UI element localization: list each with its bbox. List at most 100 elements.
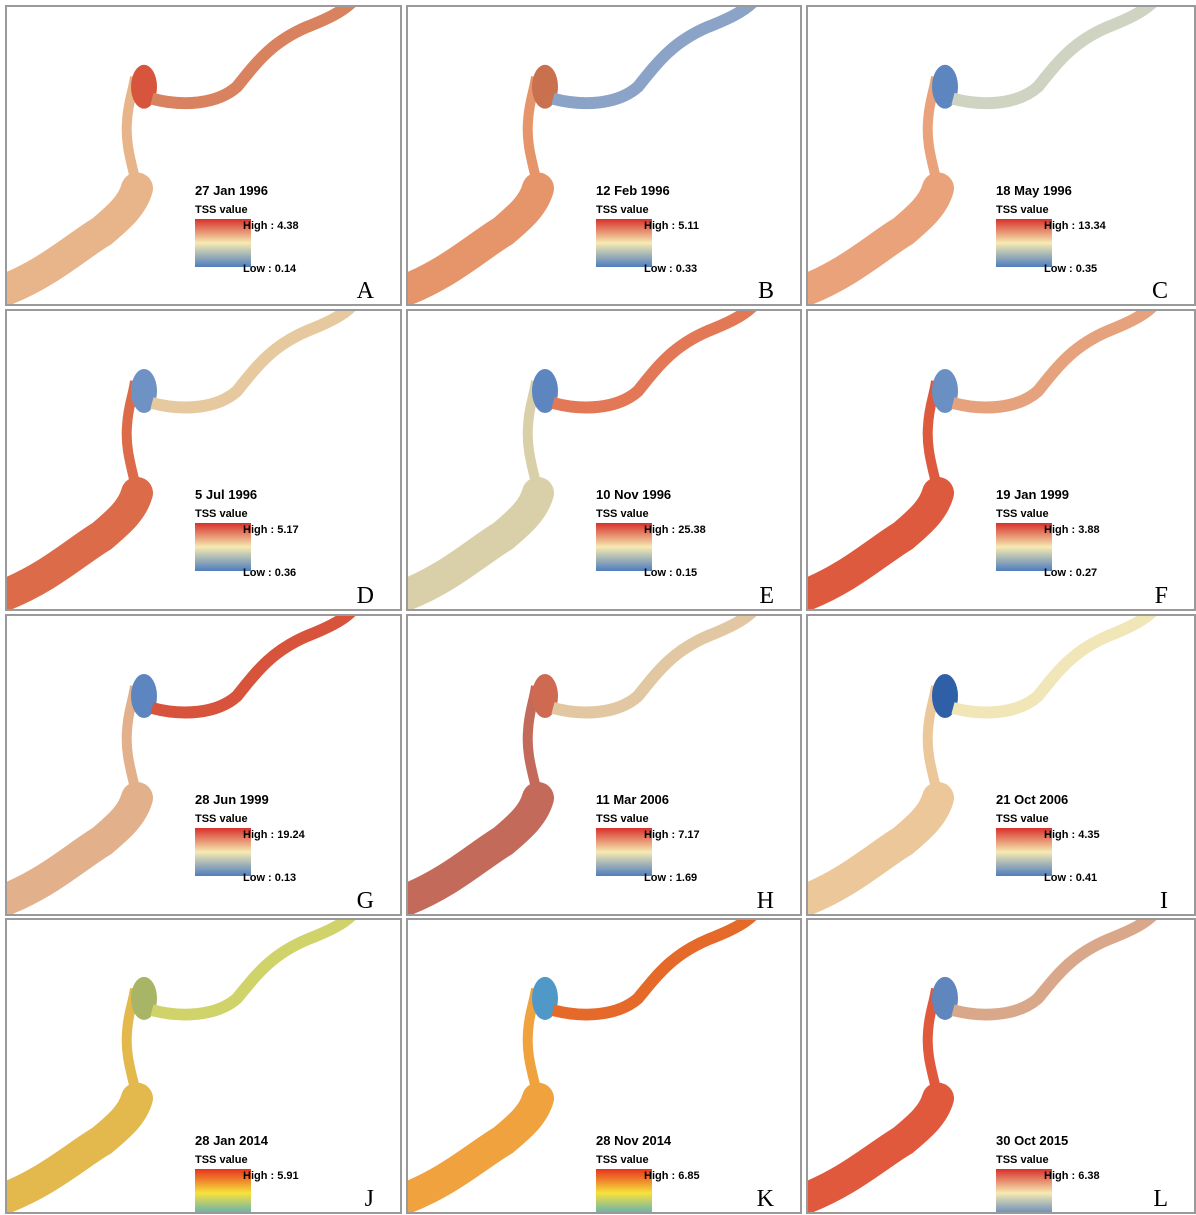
map-panel: 5 Jul 1996 TSS value High : 5.17 Low : 0.36… [5, 309, 402, 611]
legend-high: High : 19.24 [243, 829, 306, 841]
date-label: 21 Oct 2006 [996, 792, 1068, 807]
map-panel: 19 Jan 1999 TSS value High : 3.88 Low : 0.2… [806, 309, 1196, 611]
river-lower [408, 493, 538, 596]
legend-high: High : 5.91 [243, 1170, 299, 1182]
date-label: 11 Mar 2006 [596, 792, 669, 807]
map-panel: 10 Nov 1996TSS valueHigh : 25.38Low : 0.… [406, 309, 802, 611]
legend-low: Low : 0.13 [243, 872, 296, 884]
river-lower [808, 188, 938, 291]
panel-letter: A [357, 278, 375, 304]
panel-letter: J [365, 1186, 374, 1212]
legend-high: High : 25.38 [644, 524, 706, 536]
legend-title: TSS value [996, 1154, 1049, 1166]
legend-high: High : 4.35 [1044, 829, 1100, 841]
panel-letter: D [357, 583, 374, 609]
legend-title: TSS value [596, 813, 649, 825]
river [808, 311, 1153, 596]
legend-title: TSS value [195, 508, 248, 520]
legend-low: Low : 0.14 [243, 263, 297, 275]
legend-high: High : 4.38 [243, 220, 299, 232]
legend-low: Low : 0.36 [243, 567, 296, 579]
river-upper [953, 920, 1153, 1015]
river [408, 7, 753, 291]
legend-title: TSS value [195, 1154, 248, 1166]
river-upper [953, 311, 1153, 407]
legend-low: Low : 1.69 [644, 872, 697, 884]
river-lower [7, 798, 137, 901]
date-label: 10 Nov 1996 [596, 487, 671, 502]
map-panel: 28 Jun 1999 TSS value High : 19.24 Low : 0.… [5, 614, 402, 916]
river [408, 920, 753, 1199]
legend-low: Low : 0.27 [1044, 567, 1097, 579]
river [408, 616, 753, 901]
map-panel: 30 Oct 2015TSS valueHigh : 6.38Low : 1.7… [806, 918, 1196, 1214]
river-upper [152, 616, 352, 712]
map: 19 Jan 1999 TSS value High : 3.88 Low : 0.2… [808, 311, 1194, 609]
date-label: 19 Jan 1999 [996, 487, 1069, 502]
river-upper [953, 7, 1153, 103]
river-upper [553, 920, 753, 1015]
legend-high: High : 3.88 [1044, 524, 1100, 536]
map-panel: 12 Feb 1996TSS valueHigh : 5.11Low : 0.3… [406, 5, 802, 306]
figure: 27 Jan 1996TSS valueHigh : 4.38Low : 0.1… [0, 0, 1196, 1215]
river-upper [553, 616, 753, 712]
legend-high: High : 5.17 [243, 524, 299, 536]
river [7, 311, 352, 596]
legend-title: TSS value [195, 204, 248, 216]
river-lower [7, 1098, 137, 1199]
legend-high: High : 6.85 [644, 1170, 700, 1182]
river-lower [7, 493, 137, 596]
map: 5 Jul 1996 TSS value High : 5.17 Low : 0.36… [7, 311, 400, 609]
date-label: 18 May 1996 [996, 183, 1072, 198]
map-panel: 11 Mar 2006TSS valueHigh : 7.17Low : 1.6… [406, 614, 802, 916]
legend-title: TSS value [596, 204, 649, 216]
date-label: 28 Jun 1999 [195, 792, 269, 807]
river-lower [408, 1098, 538, 1199]
river [408, 311, 753, 596]
river-lower [808, 798, 938, 901]
legend-high: High : 13.34 [1044, 220, 1107, 232]
panel-letter: H [757, 888, 774, 914]
panel-letter: E [759, 583, 774, 609]
river-upper [953, 616, 1153, 712]
map: 11 Mar 2006TSS valueHigh : 7.17Low : 1.6… [408, 616, 800, 914]
legend-title: TSS value [195, 813, 248, 825]
river-lower [7, 188, 137, 291]
date-label: 5 Jul 1996 [195, 487, 257, 502]
river-lower [408, 188, 538, 291]
map: 28 Jun 1999 TSS value High : 19.24 Low : 0.… [7, 616, 400, 914]
river-lower [808, 1098, 938, 1199]
panel-letter: F [1155, 583, 1168, 609]
river [808, 616, 1153, 901]
legend-title: TSS value [996, 508, 1049, 520]
river [7, 920, 352, 1199]
date-label: 12 Feb 1996 [596, 183, 670, 198]
panel-letter: I [1160, 888, 1168, 914]
legend-title: TSS value [596, 508, 649, 520]
legend-low: Low : 0.41 [1044, 872, 1097, 884]
date-label: 30 Oct 2015 [996, 1133, 1068, 1148]
legend-high: High : 6.38 [1044, 1170, 1100, 1182]
panel-letter: B [758, 278, 774, 304]
river-upper [553, 7, 753, 103]
river-upper [553, 311, 753, 407]
legend-low: Low : 0.35 [1044, 263, 1097, 275]
river-upper [152, 920, 352, 1015]
river-lower [408, 798, 538, 901]
river [808, 7, 1153, 291]
date-label: 28 Jan 2014 [195, 1133, 269, 1148]
river [7, 7, 352, 291]
panel-letter: C [1152, 278, 1168, 304]
river [7, 616, 352, 901]
